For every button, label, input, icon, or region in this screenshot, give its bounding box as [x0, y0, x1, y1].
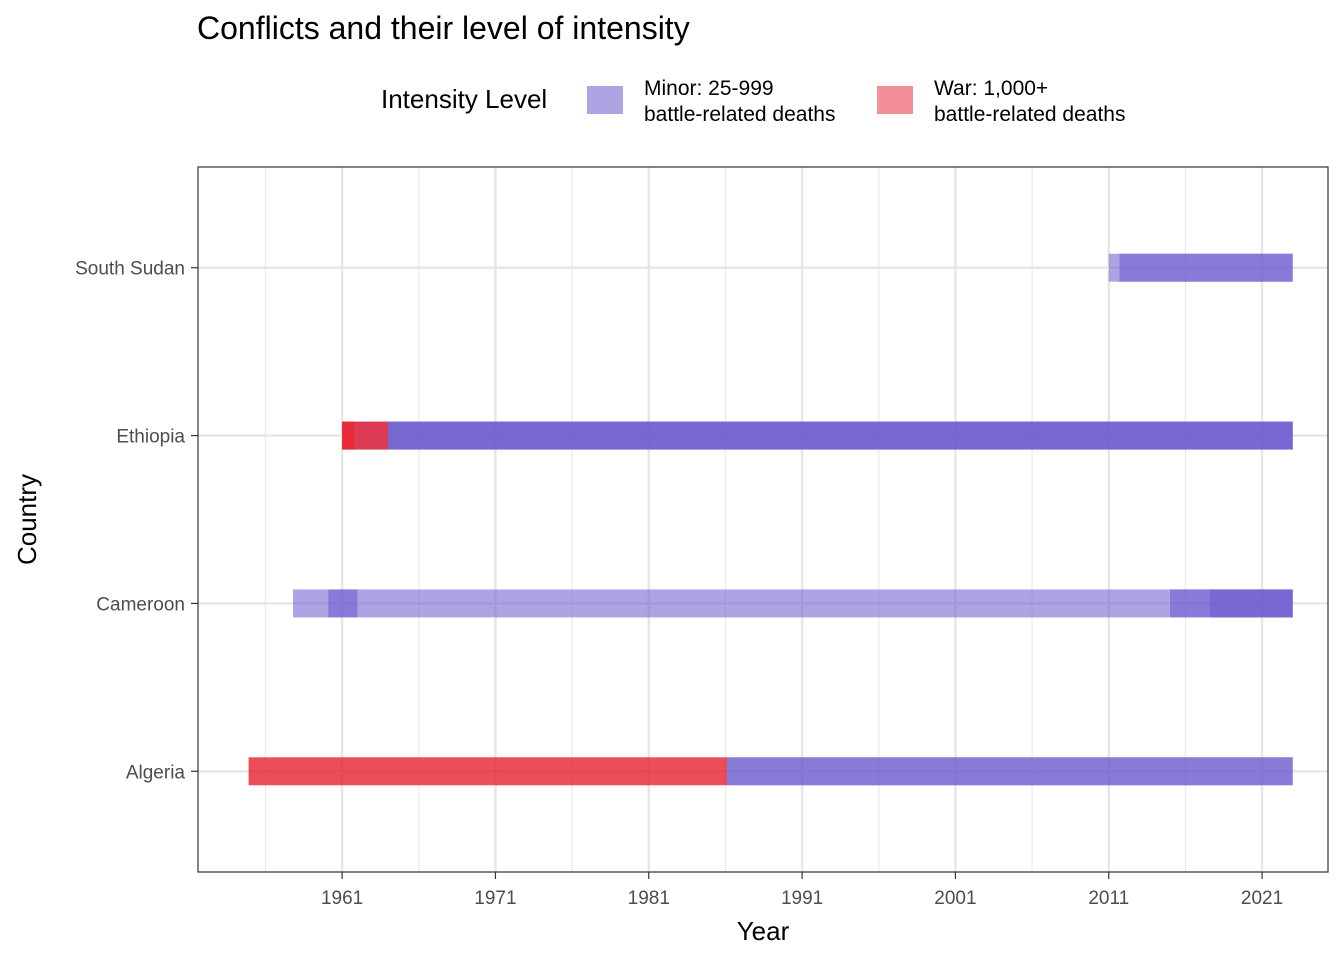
chart-title: Conflicts and their level of intensity: [197, 10, 690, 46]
y-tick-label: South Sudan: [75, 259, 185, 280]
legend-label-minor: Minor: 25-999 battle-related deaths: [644, 76, 835, 128]
minor-bar-segment: [726, 757, 1293, 786]
legend-key-minor: [587, 86, 623, 114]
legend-title: Intensity Level: [381, 84, 548, 114]
legend-label-war: War: 1,000+ battle-related deaths: [934, 76, 1125, 128]
x-tick-label: 2001: [934, 888, 976, 909]
minor-bar-segment: [388, 421, 1293, 450]
x-tick-label: 1971: [474, 888, 516, 909]
conflict-bars: [248, 253, 1293, 786]
minor-bar-segment: [328, 589, 358, 618]
legend-label-war-line2: battle-related deaths: [934, 103, 1126, 126]
x-tick-label: 1961: [321, 888, 363, 909]
x-tick-label: 1991: [781, 888, 823, 909]
legend-label-war-line1: War: 1,000+: [934, 77, 1049, 100]
minor-bar-segment: [1209, 589, 1293, 618]
minor-bar-segment: [1119, 253, 1293, 282]
x-tick-label: 1981: [628, 888, 670, 909]
x-axis-title: Year: [737, 916, 790, 946]
x-tick-label: 2011: [1088, 888, 1129, 909]
minor-bar-segment: [293, 589, 1293, 618]
y-tick-label: Algeria: [126, 762, 186, 783]
war-bar-segment: [248, 757, 727, 786]
panel-border: [197, 166, 1329, 873]
legend-label-minor-line1: Minor: 25-999: [644, 77, 774, 100]
y-axis-title: Country: [12, 474, 42, 565]
legend-label-minor-line2: battle-related deaths: [644, 103, 836, 126]
x-tick-label: 2021: [1241, 888, 1283, 909]
axes: 1961 1971 1981 1991 2001 2011 2021 Algeria Camer…: [75, 259, 1283, 909]
legend-key-war: [877, 86, 913, 114]
y-tick-label: Cameroon: [96, 594, 185, 615]
war-bar-segment: [342, 421, 355, 450]
y-tick-label: Ethiopia: [116, 427, 185, 448]
